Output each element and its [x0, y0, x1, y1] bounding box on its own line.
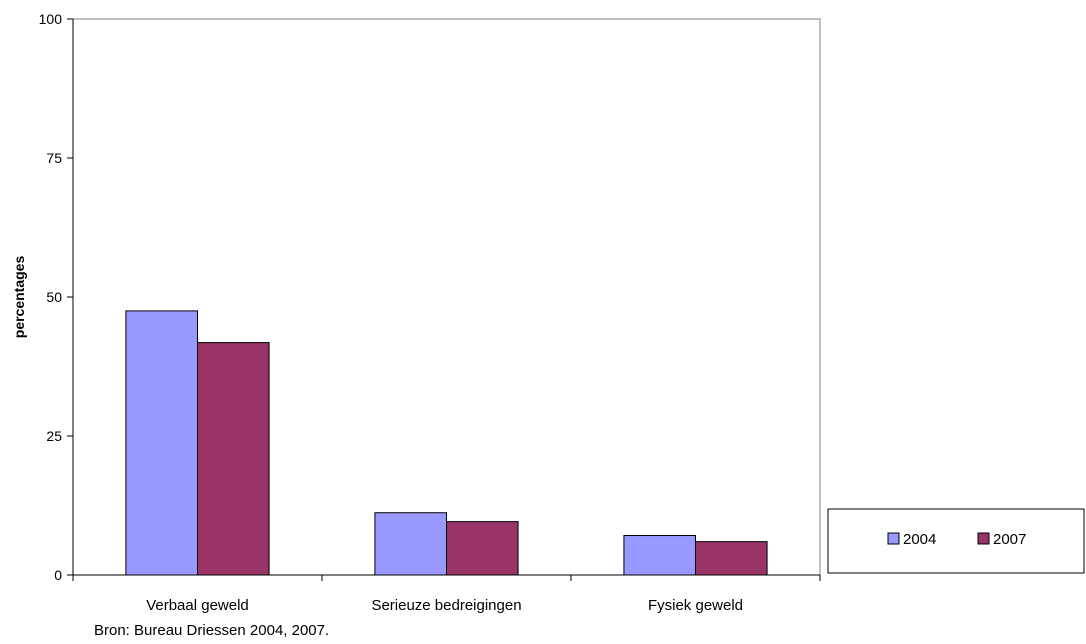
legend-label-2004: 2004: [903, 531, 936, 548]
y-tick-label: 25: [46, 428, 62, 444]
y-tick-label: 100: [39, 11, 63, 27]
y-tick-label: 75: [46, 150, 62, 166]
bar-2007-0: [197, 342, 270, 576]
bar-2004-0: [125, 310, 198, 576]
source-note: Bron: Bureau Driessen 2004, 2007.: [94, 622, 330, 639]
x-tick-label: Serieuze bedreigingen: [371, 597, 521, 614]
bar-2007-2: [695, 541, 768, 576]
legend-swatch-2004: [887, 532, 900, 545]
legend-swatch-2007: [977, 532, 990, 545]
y-tick-label: 50: [46, 289, 62, 305]
legend: 2004 2007: [827, 508, 1085, 574]
y-tick-label: 0: [54, 567, 62, 583]
y-axis-label: percentages: [11, 256, 27, 339]
y-axis: 0 25 50 75 100: [39, 11, 73, 583]
bar-2007-1: [446, 521, 519, 576]
x-tick-label: Verbaal geweld: [146, 597, 249, 614]
bar-2004-2: [623, 535, 696, 576]
x-axis: Verbaal geweld Serieuze bedreigingen Fysie…: [72, 575, 821, 614]
x-tick-label: Fysiek geweld: [648, 597, 743, 614]
legend-box: [827, 508, 1085, 574]
bar-series: [72, 19, 820, 576]
bar-2004-1: [374, 512, 448, 576]
legend-label-2007: 2007: [993, 531, 1026, 548]
